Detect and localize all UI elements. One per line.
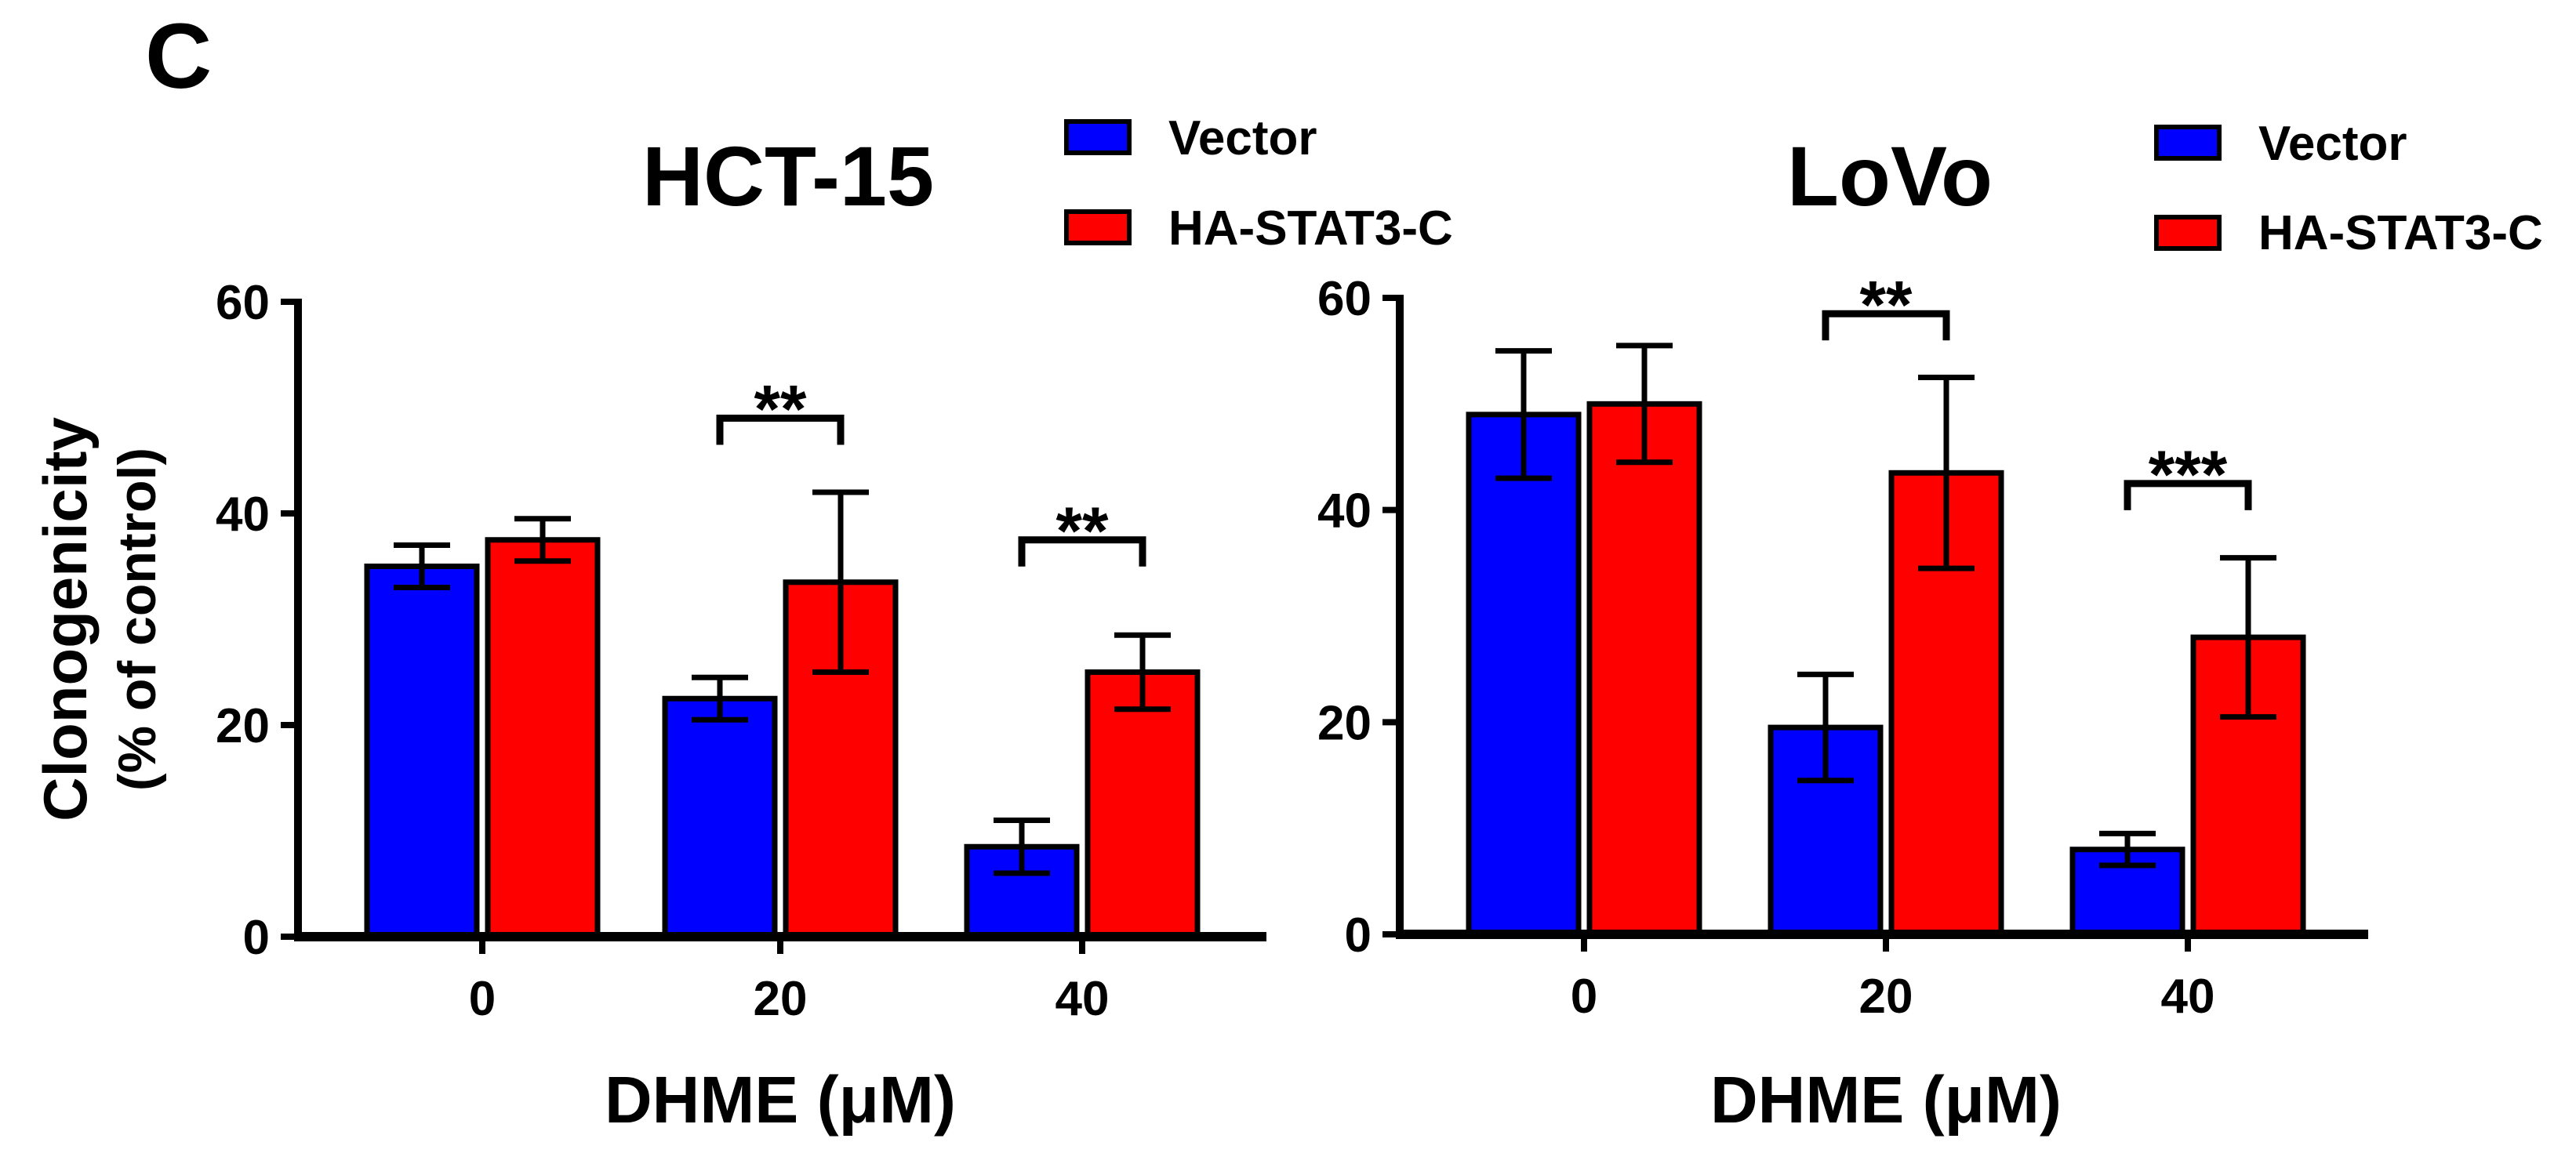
y-tick-label-60: 60	[216, 276, 270, 330]
errorbar-stat3-0	[1616, 343, 1673, 466]
errorbar-vector-0	[394, 542, 450, 590]
x-tick-label-40: 40	[2161, 970, 2215, 1024]
legend: Vector HA-STAT3-C	[2154, 117, 2543, 260]
chart-lovo: LoVo DHME (μM) Vector HA-STAT3-C *	[1317, 117, 2543, 1137]
error-bars	[394, 489, 1171, 876]
errorbar-vector-40	[2099, 830, 2156, 868]
sig-label-40: **	[1056, 494, 1109, 569]
y-axis-label: Clonogenicity	[31, 417, 100, 821]
chart-title: LoVo	[1787, 129, 1993, 223]
errorbar-stat3-40	[2220, 555, 2276, 720]
legend-swatch-vector	[2154, 125, 2222, 161]
x-tick-label-20: 20	[754, 972, 808, 1026]
chart-title: HCT-15	[642, 129, 934, 223]
y-tick-label-0: 0	[1345, 908, 1372, 963]
legend: Vector HA-STAT3-C	[1064, 111, 1453, 256]
errorbar-stat3-40	[1114, 632, 1171, 713]
significance: ** **	[716, 372, 1146, 569]
bar-vector-0	[1466, 412, 1582, 937]
x-tick-label-40: 40	[1055, 972, 1110, 1026]
sig-label-20: **	[1860, 267, 1913, 343]
sig-label-40: ***	[2149, 437, 2228, 513]
y-tick-label-20: 20	[1317, 696, 1372, 750]
x-tick-label-0: 0	[469, 972, 496, 1026]
bar-vector-20	[662, 695, 778, 940]
x-axis-label: DHME (μM)	[605, 1063, 956, 1137]
y-tick-label-40: 40	[216, 488, 270, 542]
panel-label: C	[145, 5, 212, 108]
errorbar-stat3-20	[812, 489, 869, 675]
significance: ** ***	[1822, 267, 2252, 513]
sig-bracket-20	[1822, 310, 1950, 341]
errorbar-vector-20	[1797, 671, 1854, 784]
y-tick-label-0: 0	[243, 911, 270, 965]
legend-label-stat3: HA-STAT3-C	[1168, 201, 1453, 256]
legend-swatch-stat3	[2154, 215, 2222, 251]
sig-label-20: **	[754, 372, 807, 448]
axes: 0 20 40 60 0 20 40	[1317, 272, 2368, 1024]
chart-hct15: HCT-15 Clonogenicity (% of control) DHME…	[31, 111, 1453, 1137]
y-tick-label-60: 60	[1317, 272, 1372, 326]
axes: 0 20 40 60 0 20 40	[216, 276, 1266, 1026]
x-tick-label-20: 20	[1859, 970, 1913, 1024]
y-axis-label-units: (% of control)	[107, 448, 167, 791]
error-bars	[1495, 343, 2276, 868]
errorbar-vector-20	[692, 674, 748, 723]
errorbar-vector-40	[994, 818, 1050, 876]
sig-bracket-20	[716, 415, 845, 445]
bar-stat3-0	[485, 537, 601, 940]
bars	[364, 537, 1201, 940]
sig-bracket-40	[2124, 480, 2252, 510]
bar-vector-0	[364, 564, 480, 940]
legend-label-stat3: HA-STAT3-C	[2258, 206, 2543, 260]
legend-label-vector: Vector	[1168, 111, 1317, 165]
legend-swatch-vector	[1064, 119, 1132, 155]
x-axis-label: DHME (μM)	[1710, 1063, 2062, 1137]
errorbar-stat3-0	[514, 516, 571, 564]
errorbar-stat3-20	[1918, 375, 1975, 571]
y-tick-label-20: 20	[216, 699, 270, 753]
errorbar-vector-0	[1495, 348, 1552, 481]
legend-swatch-stat3	[1064, 209, 1132, 245]
y-tick-label-40: 40	[1317, 484, 1372, 538]
x-tick-label-0: 0	[1571, 970, 1597, 1024]
sig-bracket-40	[1018, 536, 1146, 567]
legend-label-vector: Vector	[2258, 117, 2407, 171]
bar-stat3-0	[1586, 401, 1702, 937]
